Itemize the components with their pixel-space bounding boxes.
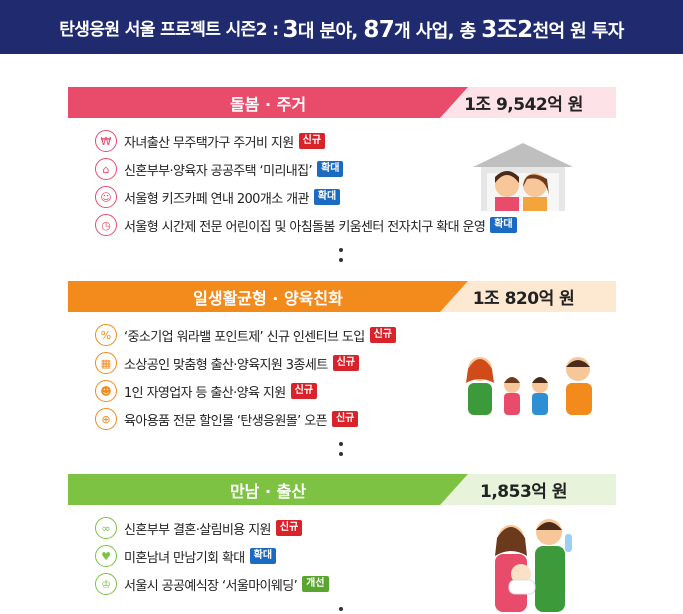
section-amount: 1조 9,542억 원 <box>464 95 583 115</box>
list-item: ₩ 자녀출산 무주택가구 주거비 지원 신규 <box>95 127 517 155</box>
item-text: 서울형 키즈카페 연내 200개소 개관 <box>124 191 309 207</box>
list-item: ⊕ 육아용품 전문 할인몰 ‘탄생응원몰’ 오픈 신규 <box>95 405 396 433</box>
badge-expand: 확대 <box>313 189 341 205</box>
badge-expand: 확대 <box>490 217 517 233</box>
item-text: 서울시 공공예식장 ‘서울마이웨딩’ <box>124 578 298 594</box>
item-text: 서울형 시간제 전문 어린이집 및 아침돌봄 키움센터 전자치구 확대 운영 <box>124 219 486 235</box>
list-item: ♔ 서울시 공공예식장 ‘서울마이웨딩’ 개선 <box>95 570 329 598</box>
section-title-bg: 돌봄 · 주거 <box>68 87 468 118</box>
list-item: ♥ 미혼남녀 만남기회 확대 확대 <box>95 542 329 570</box>
clock-icon: ◷ <box>95 214 117 236</box>
item-text: ‘중소기업 워라밸 포인트제’ 신규 인센티브 도입 <box>124 329 365 345</box>
item-text: 1인 자영업자 등 출산·양육 지원 <box>124 385 286 401</box>
section-title-bg: 일생활균형 · 양육친화 <box>68 281 468 312</box>
header-word-3: 천억 원 투자 <box>532 21 625 42</box>
wedding-hall-icon: ♔ <box>95 573 117 595</box>
house-icon: ⌂ <box>95 158 117 180</box>
header-num-1: 3 <box>282 17 298 43</box>
rings-icon: ∞ <box>95 517 117 539</box>
header-word-2: 개 사업, 총 <box>394 21 482 42</box>
family-illustration <box>466 357 592 415</box>
section-bar: 1조 820억 원 일생활균형 · 양육친화 <box>68 281 616 312</box>
more-dots <box>338 439 344 459</box>
badge-expand: 확대 <box>317 161 344 177</box>
item-text: 육아용품 전문 할인몰 ‘탄생응원몰’ 오픈 <box>124 413 328 429</box>
section-title: 만남 · 출산 <box>229 481 307 501</box>
item-text: 신혼부부·양육자 공공주택 ‘미리내집’ <box>124 163 313 179</box>
couple-icon: ♥ <box>95 545 117 567</box>
section-items: ∞ 신혼부부 결혼·살림비용 지원 신규 ♥ 미혼남녀 만남기회 확대 확대 ♔… <box>95 514 329 598</box>
section-amount: 1조 820억 원 <box>472 289 575 309</box>
badge-improve: 개선 <box>302 576 329 592</box>
badge-new: 신규 <box>331 411 359 427</box>
item-text: 미혼남녀 만남기회 확대 <box>124 550 245 566</box>
kids-icon: ☺ <box>95 186 117 208</box>
list-item: ☺ 서울형 키즈카페 연내 200개소 개관 확대 <box>95 183 517 211</box>
item-text: 소상공인 맞춤형 출산·양육지원 3종세트 <box>124 357 328 373</box>
item-text: 자녀출산 무주택가구 주거비 지원 <box>124 135 294 151</box>
badge-new: 신규 <box>369 327 396 343</box>
shop-icon: ⊕ <box>95 408 117 430</box>
section-items: % ‘중소기업 워라밸 포인트제’ 신규 인센티브 도입 신규 ▦ 소상공인 맞… <box>95 321 396 433</box>
section-title-bg: 만남 · 출산 <box>68 474 468 505</box>
header-num-3: 3조2 <box>481 17 533 43</box>
store-icon: ▦ <box>95 352 117 374</box>
section-bar: 1,853억 원 만남 · 출산 <box>68 474 616 505</box>
worker-icon: ☻ <box>95 380 117 402</box>
list-item: ◷ 서울형 시간제 전문 어린이집 및 아침돌봄 키움센터 전자치구 확대 운영… <box>95 211 517 239</box>
item-text: 신혼부부 결혼·살림비용 지원 <box>124 522 272 538</box>
money-house-icon: ₩ <box>95 130 117 152</box>
badge-new: 신규 <box>275 520 303 536</box>
badge-new: 신규 <box>332 355 359 371</box>
list-item: ▦ 소상공인 맞춤형 출산·양육지원 3종세트 신규 <box>95 349 396 377</box>
badge-expand: 확대 <box>249 548 277 564</box>
section-title: 돌봄 · 주거 <box>229 94 307 114</box>
list-item: ⌂ 신혼부부·양육자 공공주택 ‘미리내집’ 확대 <box>95 155 517 183</box>
badge-new: 신규 <box>298 133 326 149</box>
list-item: ☻ 1인 자영업자 등 출산·양육 지원 신규 <box>95 377 396 405</box>
section-amount-bg: 1조 9,542억 원 <box>431 87 616 118</box>
badge-new: 신규 <box>290 383 318 399</box>
section-bar: 1조 9,542억 원 돌봄 · 주거 <box>68 87 616 118</box>
family-house-illustration <box>473 143 573 211</box>
header-summary: 3대 분야, 87개 사업, 총 3조2천억 원 투자 <box>282 10 625 44</box>
header-num-2: 87 <box>363 17 395 43</box>
list-item: ∞ 신혼부부 결혼·살림비용 지원 신규 <box>95 514 329 542</box>
section-title: 일생활균형 · 양육친화 <box>193 288 343 308</box>
parents-baby-illustration <box>495 519 572 612</box>
list-item: % ‘중소기업 워라밸 포인트제’ 신규 인센티브 도입 신규 <box>95 321 396 349</box>
header-word-1: 대 분야, <box>297 21 364 42</box>
section-amount: 1,853억 원 <box>480 482 567 502</box>
more-dots <box>338 604 344 614</box>
section-items: ₩ 자녀출산 무주택가구 주거비 지원 신규 ⌂ 신혼부부·양육자 공공주택 ‘… <box>95 127 517 239</box>
more-dots <box>338 245 344 265</box>
page-header: 탄생응원 서울 프로젝트 시즌2 : 3대 분야, 87개 사업, 총 3조2천… <box>0 0 683 54</box>
header-prefix: 탄생응원 서울 프로젝트 시즌2 : <box>59 19 279 40</box>
briefcase-icon: % <box>95 324 117 346</box>
